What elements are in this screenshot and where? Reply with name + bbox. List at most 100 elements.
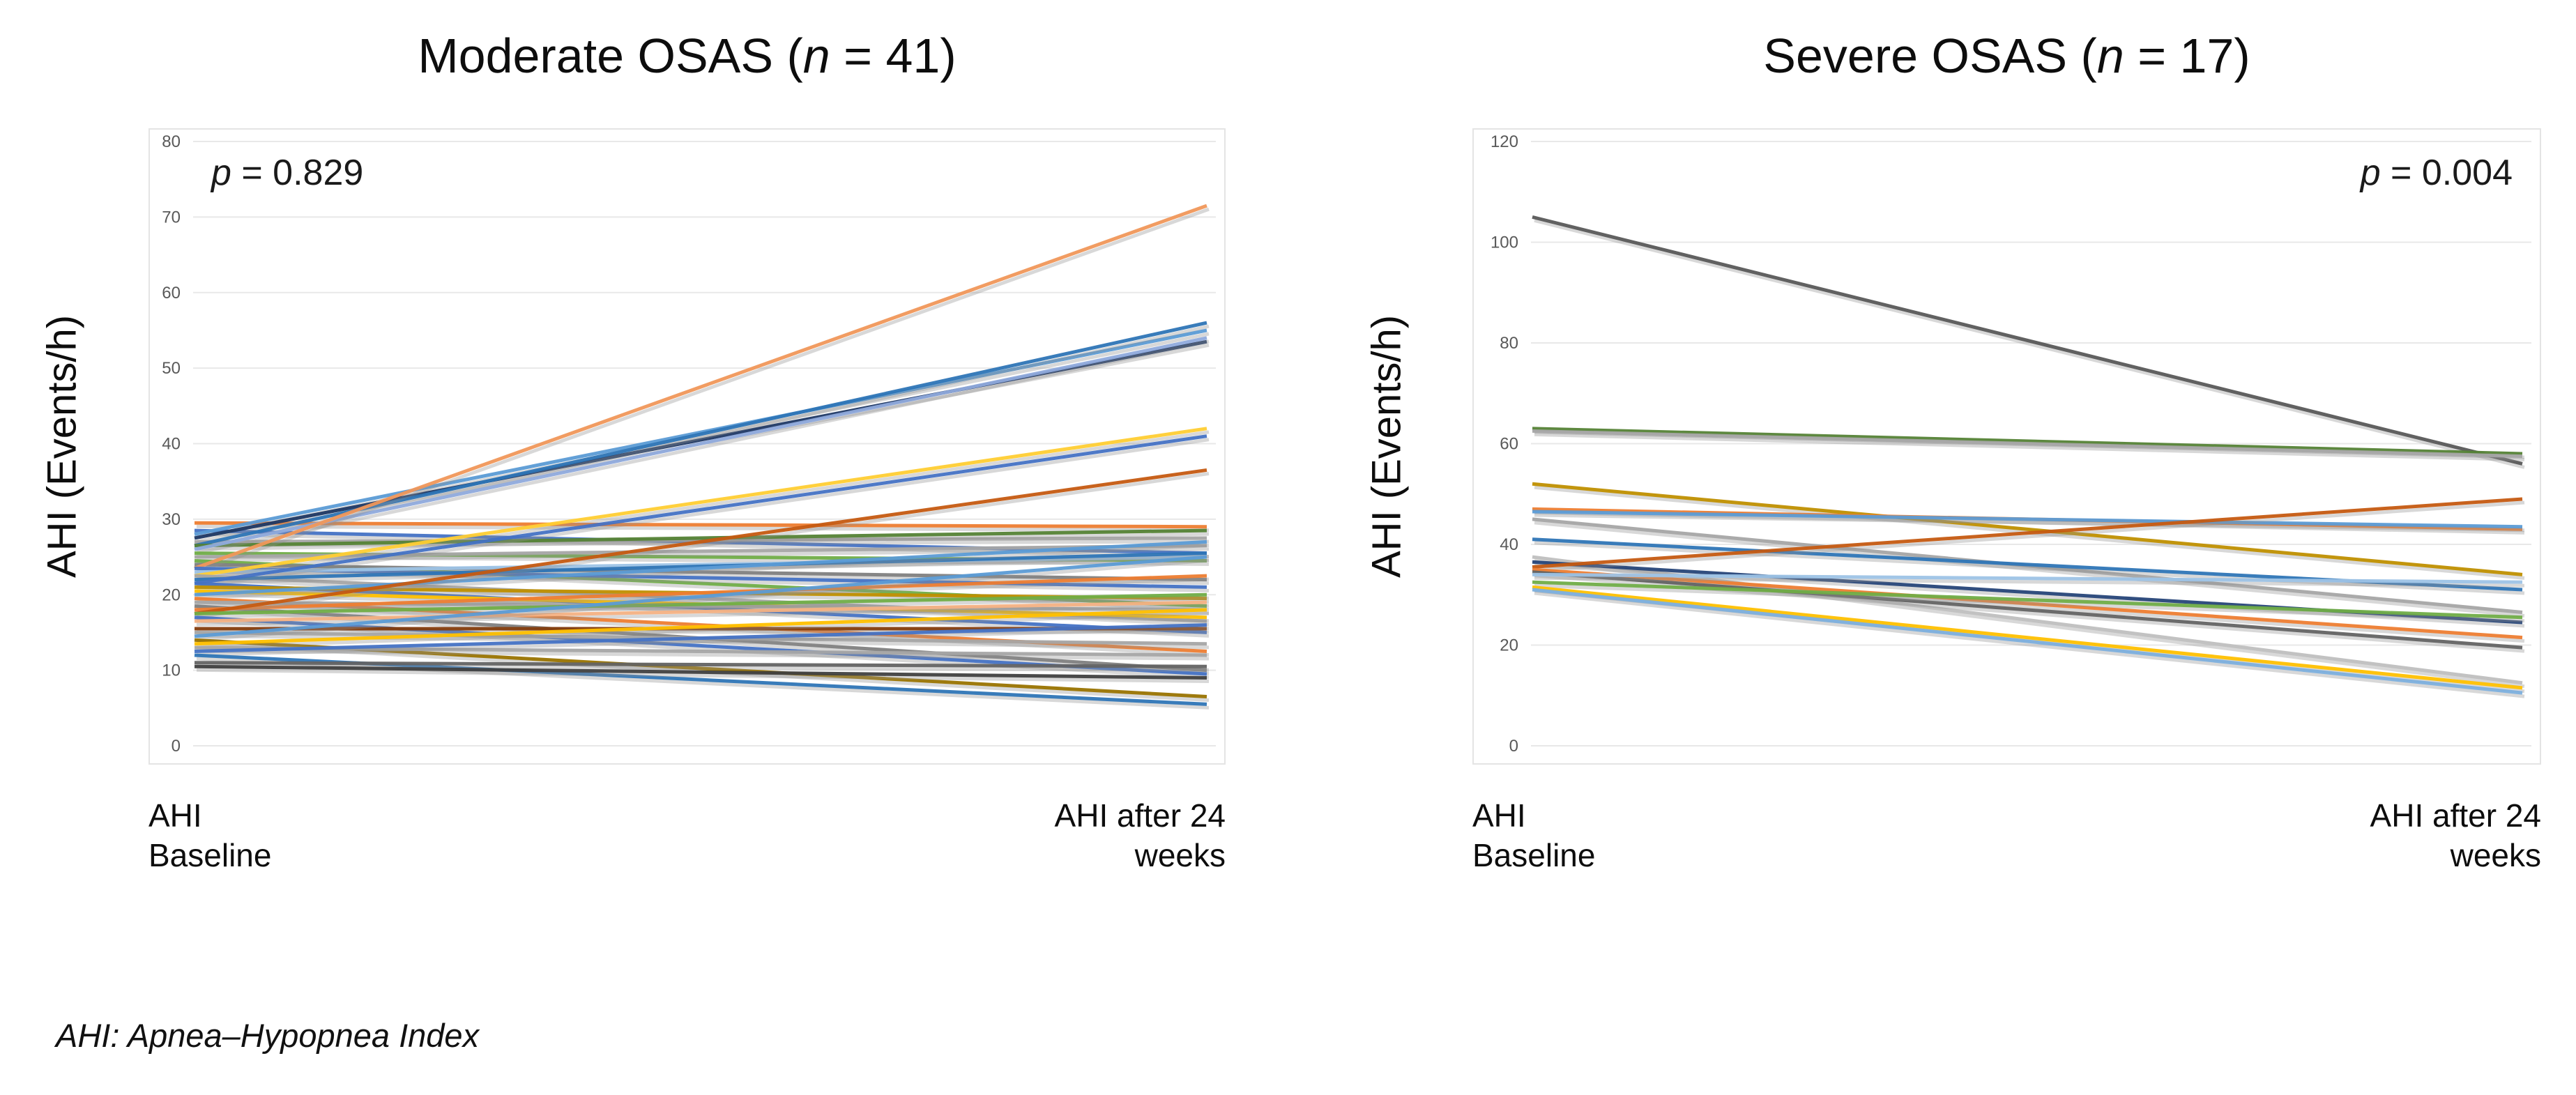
p-rest: = 0.829 [231, 153, 364, 193]
patient-line [194, 661, 1207, 668]
patient-line [194, 555, 1207, 574]
patient-line [194, 434, 1207, 585]
y-tick-label: 80 [1500, 334, 1518, 353]
patient-line [1532, 572, 2523, 584]
patient-line [1532, 429, 2523, 459]
patient-line [194, 468, 1207, 615]
title-suffix: = 17) [2124, 29, 2250, 83]
patient-line [1532, 555, 2523, 685]
patient-line-shadow [1534, 513, 2525, 533]
y-tick-label: 100 [1491, 233, 1518, 252]
y-tick-label: 60 [1500, 435, 1518, 454]
patient-line [1532, 585, 2523, 690]
patient-line [194, 574, 1207, 612]
y-axis-title-moderate: AHI (Events/h) [39, 314, 85, 579]
y-tick-label: 40 [1500, 535, 1518, 554]
patient-line [194, 427, 1207, 578]
x-label-baseline-severe: AHI Baseline [1472, 796, 1595, 875]
patient-line [194, 600, 1207, 623]
patient-line [194, 328, 1207, 537]
patient-line-shadow [196, 471, 1210, 619]
patient-line-shadow [196, 668, 1210, 683]
title-n-italic: n [2096, 29, 2124, 83]
title-suffix: = 41) [830, 29, 957, 83]
x-label-line1: AHI [148, 797, 202, 834]
patient-line-shadow [196, 524, 1210, 533]
y-axis-title-severe: AHI (Events/h) [1364, 314, 1410, 579]
patient-line [194, 555, 1207, 638]
x-label-line2: weeks [2450, 837, 2541, 873]
p-symbol: p [2360, 153, 2381, 193]
x-label-after-severe: AHI after 24 weeks [1472, 796, 2541, 875]
patient-line-shadow [196, 339, 1210, 555]
patient-line-shadow [1534, 576, 2525, 588]
p-value-severe: p = 0.004 [1472, 152, 2513, 194]
patient-line-shadow [196, 558, 1210, 642]
plot-area-moderate: 0 10 20 30 40 50 60 70 80 [148, 128, 1226, 765]
p-symbol: p [211, 153, 231, 193]
p-rest: = 0.004 [2380, 153, 2513, 193]
abbreviation-footnote: AHI: Apnea–Hypopnea Index [56, 1017, 480, 1054]
x-label-after-moderate: AHI after 24 weeks [148, 796, 1226, 875]
patient-line [1532, 567, 2523, 640]
patient-line [1532, 497, 2523, 569]
y-tick-label: 0 [1509, 737, 1518, 756]
patient-line-shadow [1534, 500, 2525, 573]
patient-line [194, 551, 1207, 582]
patient-line-shadow [196, 532, 1210, 559]
y-tick-label: 60 [162, 284, 181, 303]
y-tick-label: 50 [162, 359, 181, 378]
y-tick-label: 30 [162, 510, 181, 529]
patient-line [194, 528, 1207, 548]
p-value-moderate: p = 0.829 [211, 152, 363, 194]
patient-line [194, 566, 1207, 589]
plot-area-severe: 0 20 40 60 80 100 120 [1472, 128, 2541, 765]
x-label-baseline-moderate: AHI Baseline [148, 796, 271, 875]
chart-title-moderate: Moderate OSAS (n = 41) [148, 28, 1226, 84]
y-tick-label: 120 [1491, 132, 1518, 151]
patient-line [194, 562, 1207, 582]
patient-line-shadow [1534, 541, 2525, 595]
patient-line [194, 336, 1207, 551]
patient-line [194, 204, 1207, 570]
patient-line [194, 664, 1207, 680]
patient-line [194, 623, 1207, 654]
x-label-line2: weeks [1134, 837, 1226, 873]
patient-line [1532, 580, 2523, 620]
patient-line-shadow [1534, 591, 2525, 698]
patient-line [194, 521, 1207, 529]
patient-line [194, 536, 1207, 544]
patient-line [194, 544, 1207, 559]
patient-line [194, 608, 1207, 646]
patient-line-shadow [1534, 583, 2525, 623]
patient-line [194, 592, 1207, 615]
x-label-line2: Baseline [1472, 837, 1596, 873]
patient-line [1532, 482, 2523, 576]
patient-line-shadow [196, 611, 1210, 650]
patient-line-shadow [1534, 432, 2525, 462]
y-tick-label: 40 [162, 435, 181, 454]
patient-line [1532, 570, 2523, 650]
title-n-italic: n [802, 29, 830, 83]
patient-line-shadow [1534, 218, 2525, 469]
y-tick-label: 10 [162, 661, 181, 680]
patient-line [194, 645, 1207, 657]
plot-frame [1472, 128, 2541, 765]
patient-line-shadow [196, 596, 1210, 619]
patient-line-shadow [196, 649, 1210, 661]
title-text: Moderate OSAS ( [418, 29, 803, 83]
patient-line [1532, 510, 2523, 529]
x-label-line1: AHI after 24 [1054, 797, 1226, 834]
patient-line-shadow [196, 604, 1210, 615]
patient-line-shadow [196, 438, 1210, 589]
y-tick-label: 20 [162, 585, 181, 604]
y-tick-label: 80 [162, 132, 181, 151]
y-tick-label: 0 [172, 737, 181, 756]
patient-line-shadow [1534, 521, 2525, 618]
patient-line-shadow [196, 627, 1210, 657]
x-label-line1: AHI [1472, 797, 1526, 834]
patient-line [1532, 588, 2523, 695]
patient-line-shadow [196, 430, 1210, 581]
patient-line-shadow [196, 207, 1210, 574]
